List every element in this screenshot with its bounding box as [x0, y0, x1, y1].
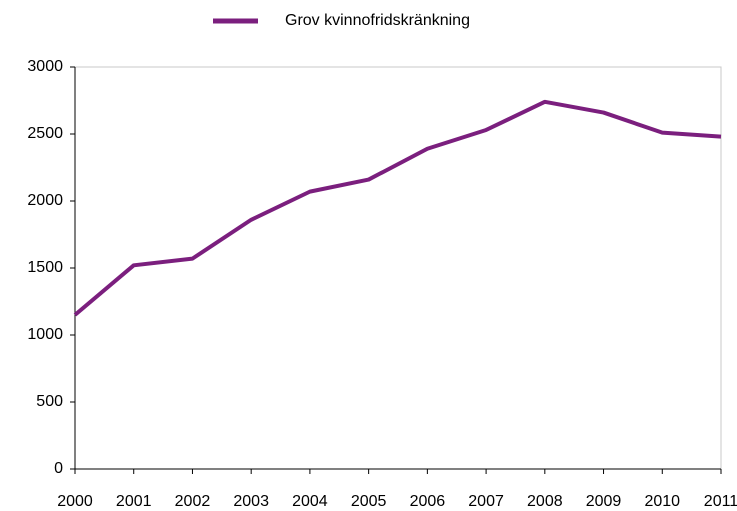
- x-tick-label: 2006: [410, 493, 446, 510]
- x-tick-label: 2002: [175, 493, 211, 510]
- x-tick-label: 2001: [116, 493, 152, 510]
- x-tick-label: 2004: [292, 493, 328, 510]
- x-tick-label: 2010: [644, 493, 680, 510]
- y-tick-label: 2500: [27, 125, 63, 142]
- x-tick-label: 2003: [233, 493, 269, 510]
- y-tick-label: 1000: [27, 326, 63, 343]
- y-tick-label: 1500: [27, 259, 63, 276]
- y-tick-label: 3000: [27, 58, 63, 75]
- y-tick-label: 2000: [27, 192, 63, 209]
- x-tick-label: 2000: [57, 493, 93, 510]
- data-line: [73, 99, 722, 317]
- x-tick-label: 2008: [527, 493, 563, 510]
- x-tick-label: 2005: [351, 493, 387, 510]
- x-tick-label: 2009: [586, 493, 622, 510]
- plot-frame: [74, 66, 722, 470]
- y-tick-label: 0: [54, 460, 63, 477]
- x-tick-label: 2007: [468, 493, 504, 510]
- legend-label: Grov kvinnofridskränkning: [285, 12, 470, 29]
- y-tick-label: 500: [36, 393, 63, 410]
- x-tick-label: 2011: [704, 493, 737, 510]
